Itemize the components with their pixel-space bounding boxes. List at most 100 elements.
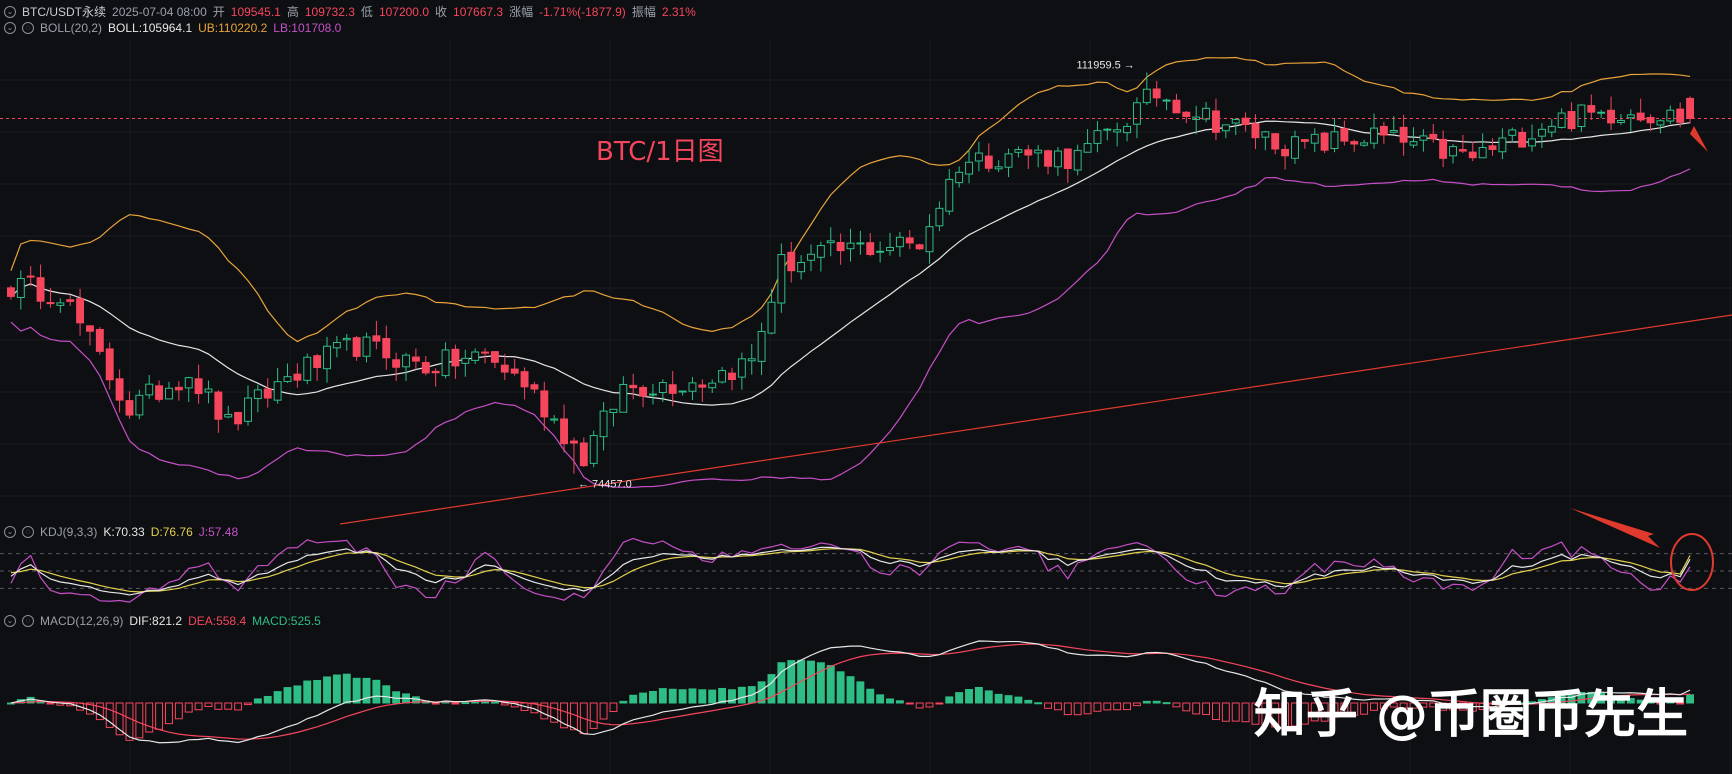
macd-histogram-bar (1300, 702, 1309, 725)
macd-histogram-bar (648, 690, 657, 704)
macd-histogram-bar (1666, 701, 1675, 704)
candle-body (599, 410, 608, 438)
macd-histogram-bar (1508, 701, 1517, 704)
candle (1093, 121, 1102, 153)
amplitude-value: 2.31% (661, 4, 696, 19)
datetime: 2025-07-04 08:00 (112, 4, 207, 19)
candle-body (481, 351, 490, 354)
bell-icon[interactable]: ◌ (22, 615, 34, 627)
candle (1340, 120, 1349, 146)
candle-body (1300, 139, 1309, 142)
macd-histogram-bar (1320, 702, 1329, 722)
boll-label[interactable]: BOLL(20,2) (40, 21, 103, 35)
macd-histogram-bar (214, 702, 223, 710)
candle-body (1389, 130, 1398, 133)
candle-body (1439, 138, 1448, 159)
macd-histogram-bar (352, 677, 361, 704)
candle-body (214, 391, 223, 420)
macd-label[interactable]: MACD(12,26,9) (40, 614, 124, 628)
candle (1231, 117, 1240, 136)
candle-body (1034, 149, 1043, 154)
candle-body (569, 440, 578, 444)
chevron-down-icon[interactable]: ⌄ (4, 22, 16, 34)
candle (382, 325, 391, 370)
candle-body (1686, 97, 1695, 119)
macd-histogram-bar (974, 687, 983, 704)
candle-body (895, 236, 904, 248)
macd-histogram-bar (1389, 702, 1398, 708)
candle (1360, 139, 1369, 147)
candle-body (224, 413, 233, 418)
candle (1449, 144, 1457, 164)
macd-histogram-bar (313, 680, 322, 704)
candle-body (1261, 131, 1270, 138)
candle (1389, 116, 1398, 134)
candle-body (56, 302, 65, 306)
bell-icon[interactable]: ◌ (22, 22, 34, 34)
candle-body (1616, 119, 1625, 124)
candle (1034, 144, 1043, 168)
candle (629, 373, 638, 400)
macd-histogram-bar (1132, 702, 1141, 707)
candle-body (747, 358, 756, 362)
candle (184, 376, 193, 402)
macd-histogram-bar (777, 662, 786, 704)
candle (1379, 121, 1388, 144)
macd-histogram-bar (1379, 702, 1388, 710)
candle-body (26, 275, 35, 278)
boll-ub: UB:110220.2 (198, 21, 268, 35)
candle (1132, 97, 1141, 139)
candle (76, 288, 85, 336)
candle-body (1646, 116, 1655, 124)
candle (520, 367, 529, 400)
candle (194, 364, 203, 404)
candle-body (1458, 149, 1467, 152)
macd-histogram-bar (866, 688, 875, 704)
candle (540, 381, 549, 431)
kdj-d-line (10, 548, 1691, 593)
macd-histogram-bar (273, 691, 282, 704)
chevron-down-icon[interactable]: ⌄ (4, 526, 16, 538)
candle-body (1271, 133, 1280, 150)
macd-histogram-bar (1083, 702, 1092, 715)
candle-body (1419, 135, 1428, 141)
macd-dif: DIF:821.2 (129, 614, 183, 628)
candle-body (767, 301, 776, 334)
macd-histogram-bar (362, 677, 371, 704)
candle (550, 415, 559, 424)
candle (253, 384, 262, 413)
candle-body (1320, 132, 1329, 151)
macd-histogram-bar (540, 702, 549, 720)
candle (293, 363, 302, 388)
candle-body (1103, 128, 1112, 131)
candle-body (46, 302, 55, 305)
chevron-down-icon[interactable]: ⌄ (4, 5, 16, 18)
kdj-label[interactable]: KDJ(9,3,3) (40, 525, 98, 539)
macd-histogram-bar (1370, 702, 1378, 711)
symbol-label[interactable]: BTC/USDT永续 (22, 5, 107, 19)
candle-body (95, 328, 104, 352)
candle (431, 368, 440, 387)
macd-histogram-bar (1221, 702, 1230, 722)
macd-histogram-bar (728, 689, 736, 704)
macd-histogram-bar (915, 702, 924, 709)
candle (1429, 123, 1438, 143)
candle (569, 437, 578, 474)
candle (244, 385, 252, 426)
boll-header: ⌄ ◌ BOLL(20,2) BOLL:105964.1 UB:110220.2… (4, 21, 341, 35)
high-marker: 111959.5 → (1077, 60, 1135, 72)
candle-body (935, 207, 944, 227)
candle (915, 243, 924, 250)
candle (1547, 119, 1556, 138)
candle (619, 376, 628, 413)
candle (342, 333, 351, 351)
macd-histogram-bar (1182, 702, 1191, 712)
boll-upper-band (10, 56, 1691, 343)
candle-body (925, 226, 934, 253)
candle-body (1281, 148, 1290, 157)
bell-icon[interactable]: ◌ (22, 526, 34, 538)
macd-histogram-bar (945, 696, 954, 704)
candle-body (145, 383, 154, 396)
chevron-down-icon[interactable]: ⌄ (4, 615, 16, 627)
